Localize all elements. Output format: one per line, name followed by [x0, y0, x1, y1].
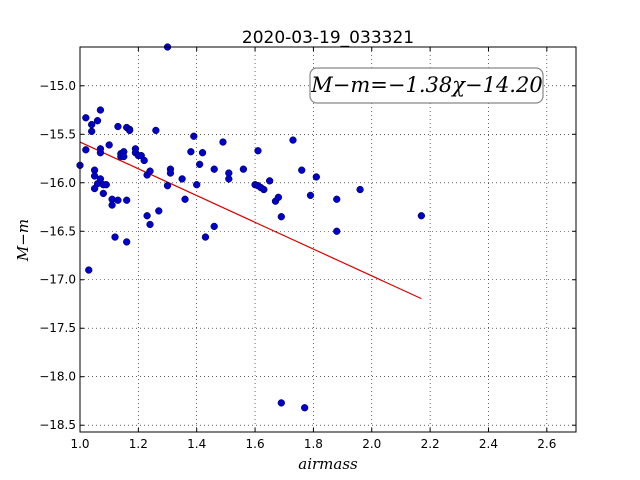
data-point [166, 169, 175, 177]
data-point [105, 141, 113, 149]
fit-line-group [79, 141, 422, 300]
data-point [82, 114, 90, 122]
data-point [140, 156, 148, 165]
data-point [152, 126, 160, 135]
data-point [333, 227, 341, 235]
data-point [123, 238, 131, 246]
data-point [146, 220, 154, 229]
data-point [114, 122, 122, 131]
data-point [123, 196, 131, 204]
data-point [254, 147, 262, 155]
data-point [201, 233, 210, 241]
data-point [298, 166, 306, 174]
data-point [219, 138, 227, 146]
data-point [301, 404, 309, 412]
x-axis-label: airmass [298, 455, 358, 473]
x-axis-ticks: 1.0 1.2 1.4 1.6 1.8 2.0 2.2 2.4 2.6 [70, 47, 556, 451]
x-tick-label: 1.2 [129, 437, 148, 451]
data-point [120, 152, 128, 161]
plot-frame [79, 46, 577, 433]
data-point [356, 185, 364, 194]
data-point [163, 182, 172, 190]
data-point [195, 160, 204, 168]
y-tick-label: −18.0 [39, 370, 76, 384]
y-axis-label: M−m [14, 219, 32, 262]
y-tick-label: −16.5 [39, 224, 76, 238]
y-tick-label: −18.5 [39, 418, 76, 432]
x-tick-label: 1.0 [70, 437, 89, 451]
y-tick-label: −15.5 [39, 127, 76, 141]
data-point [225, 175, 233, 183]
fit-line [79, 141, 422, 300]
data-point [90, 172, 99, 180]
y-axis-ticks: −15.0 −15.5 −16.0 −16.5 −17.0 −17.5 −18.0 −18.5 [39, 79, 576, 432]
data-point [312, 173, 320, 181]
x-tick-label: 1.6 [246, 437, 265, 451]
data-point [155, 207, 163, 215]
y-tick-label: −17.0 [39, 273, 76, 287]
chart-title: 2020-03-19_033321 [242, 28, 414, 48]
data-point [178, 175, 186, 183]
data-point [88, 120, 96, 129]
y-tick-label: −16.0 [39, 176, 76, 190]
x-tick-label: 2.2 [421, 437, 440, 451]
x-tick-label: 2.4 [479, 437, 498, 451]
data-point [146, 167, 154, 175]
data-point [274, 193, 283, 201]
x-tick-label: 2.0 [362, 437, 381, 451]
data-point [125, 126, 134, 135]
data-point [114, 196, 122, 204]
data-point [198, 149, 207, 157]
data-point [210, 165, 218, 173]
y-tick-label: −15.0 [39, 79, 76, 93]
data-point [289, 136, 297, 144]
data-point [210, 222, 218, 231]
data-point [85, 266, 93, 274]
data-points [76, 43, 426, 412]
data-point [96, 149, 105, 157]
data-point [102, 181, 110, 189]
data-point [82, 146, 90, 154]
data-point [193, 181, 201, 189]
data-point [277, 213, 285, 221]
data-point [93, 117, 102, 125]
data-point [143, 212, 151, 220]
annotation-box [309, 67, 544, 104]
y-tick-label: −17.5 [39, 321, 76, 335]
data-point [333, 195, 341, 203]
data-point [417, 212, 426, 220]
fit-annotation: M−m=−1.38χ−14.20 [309, 67, 544, 104]
data-point [111, 233, 119, 241]
annotation-text: M−m=−1.38χ−14.20 [310, 73, 542, 97]
data-point [265, 177, 274, 185]
data-point [187, 148, 195, 156]
data-point [190, 132, 198, 140]
x-tick-label: 2.6 [537, 437, 556, 451]
grid-lines [79, 47, 576, 432]
data-point [96, 106, 105, 114]
data-point [306, 191, 315, 200]
data-point [260, 185, 268, 194]
data-point [99, 189, 107, 198]
x-tick-label: 1.8 [304, 437, 323, 451]
data-point [88, 127, 96, 136]
data-point [108, 201, 116, 209]
data-point [239, 165, 248, 173]
x-tick-label: 1.4 [187, 437, 206, 451]
data-point [181, 195, 189, 203]
data-point [277, 399, 285, 407]
data-point [96, 175, 105, 183]
